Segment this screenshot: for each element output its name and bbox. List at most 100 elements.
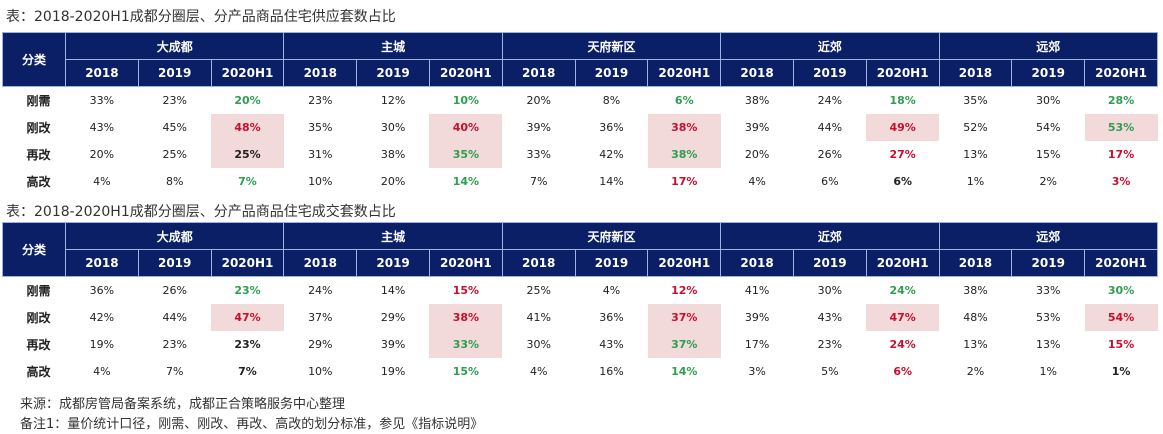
value-cell: 30% — [817, 284, 843, 297]
year-header: 2020H1 — [428, 59, 503, 87]
value-cell: 30% — [526, 338, 551, 351]
year-header: 2020H1 — [1084, 59, 1158, 87]
value-cell: 29% — [380, 311, 406, 324]
value-cell: 31% — [308, 148, 333, 161]
value-cell: 19% — [89, 338, 115, 351]
year-header: 2018 — [283, 249, 358, 277]
year-header: 2020H1 — [865, 59, 940, 87]
value-cell: 17% — [671, 175, 698, 188]
table-row: 再改 19% 23% 23% 29% 39% 33% 30% 43% 37% 17% 23% 24% 13… — [3, 331, 1158, 358]
value-cell: 23% — [162, 94, 187, 107]
category-header: 分类 — [2, 32, 66, 87]
value-cell: 33% — [1036, 284, 1061, 297]
year-header: 2020H1 — [428, 249, 503, 277]
value-cell: 4% — [529, 365, 548, 378]
value-cell: 43% — [89, 121, 115, 134]
value-cell: 39% — [744, 121, 770, 134]
value-cell: 48% — [963, 311, 988, 324]
value-cell: 6% — [674, 94, 694, 107]
value-cell: 24% — [889, 338, 916, 351]
value-cell: 35% — [429, 141, 503, 168]
value-cell: 33% — [526, 148, 551, 161]
value-cell: 36% — [599, 311, 624, 324]
value-cell: 10% — [308, 175, 333, 188]
value-cell: 24% — [817, 94, 843, 107]
value-cell: 16% — [599, 365, 624, 378]
table-row: 刚改 43% 45% 48% 35% 30% 40% 39% 36% 38% 39% 44% 49% 52… — [3, 114, 1158, 141]
value-cell: 38% — [380, 148, 406, 161]
row-label: 刚需 — [26, 284, 51, 298]
value-cell: 49% — [866, 114, 940, 141]
group-header: 大成都 — [64, 32, 285, 60]
value-cell: 45% — [162, 121, 187, 134]
value-cell: 13% — [963, 338, 988, 351]
row-label: 刚改 — [26, 121, 51, 135]
year-header: 2020H1 — [865, 249, 940, 277]
group-header: 天府新区 — [501, 32, 722, 60]
value-cell: 6% — [893, 365, 912, 378]
year-header: 2020H1 — [210, 59, 285, 87]
year-header: 2019 — [1011, 59, 1086, 87]
value-cell: 28% — [1107, 94, 1135, 107]
group-header-row: 分类 大成都 主城 天府新区 近郊 远郊 — [2, 32, 1159, 87]
value-cell: 39% — [744, 311, 770, 324]
value-cell: 20% — [234, 94, 261, 107]
value-cell: 8% — [602, 94, 621, 107]
transaction-share-table: 分类 大成都 主城 天府新区 近郊 远郊 2018 2019 2020H1 2018 2019 202… — [2, 222, 1159, 385]
value-cell: 36% — [89, 284, 115, 297]
group-header: 大成都 — [64, 222, 285, 250]
value-cell: 20% — [89, 148, 115, 161]
value-cell: 25% — [211, 141, 284, 168]
value-cell: 15% — [1036, 148, 1061, 161]
year-header: 2019 — [792, 59, 867, 87]
year-header: 2018 — [501, 249, 576, 277]
year-header: 2020H1 — [647, 59, 722, 87]
value-cell: 25% — [162, 148, 187, 161]
year-header: 2020H1 — [1084, 249, 1158, 277]
value-cell: 20% — [380, 175, 406, 188]
table-row: 再改 20% 25% 25% 31% 38% 35% 33% 42% 38% 20% 26% 27% 13… — [3, 141, 1158, 168]
group-header: 主城 — [283, 222, 503, 250]
value-cell: 23% — [234, 338, 261, 351]
year-header: 2018 — [283, 59, 358, 87]
table-row: 刚需 36% 26% 23% 24% 14% 15% 25% 4% 12% 41% 30% 24% 38%… — [3, 277, 1158, 305]
value-cell: 7% — [238, 365, 257, 378]
year-header: 2019 — [792, 249, 867, 277]
year-header: 2020H1 — [210, 249, 285, 277]
year-header-row: 2018 2019 2020H1 2018 2019 2020H1 2018 2019 2020… — [3, 59, 1158, 87]
value-cell: 52% — [963, 121, 988, 134]
value-cell: 4% — [602, 284, 621, 297]
value-cell: 26% — [162, 284, 187, 297]
value-cell: 35% — [308, 121, 333, 134]
table-row: 刚需 33% 23% 20% 23% 12% 10% 20% 8% 6% 38% 24% 18% 35% 3… — [3, 87, 1158, 115]
value-cell: 3% — [1111, 175, 1131, 188]
value-cell: 43% — [599, 338, 624, 351]
year-header: 2019 — [356, 249, 430, 277]
row-label: 高改 — [26, 175, 51, 189]
table-2-title: 表：2018-2020H1成都分圈层、分产品商品住宅成交套数占比 — [6, 204, 396, 220]
value-cell: 23% — [308, 94, 333, 107]
remark-note: 备注1：量价统计口径，刚需、刚改、再改、高改的划分标准，参见《指标说明》 — [20, 417, 484, 432]
table-row: 刚改 42% 44% 47% 37% 29% 38% 41% 36% 37% 39% 43% 47% 48… — [3, 304, 1158, 331]
year-header: 2018 — [720, 249, 794, 277]
row-label: 高改 — [26, 365, 51, 379]
value-cell: 43% — [817, 311, 843, 324]
group-header: 近郊 — [720, 32, 940, 60]
source-note: 来源：成都房管局备案系统，成都正合策略服务中心整理 — [20, 397, 346, 412]
value-cell: 7% — [238, 175, 257, 188]
group-header: 近郊 — [720, 222, 940, 250]
value-cell: 23% — [162, 338, 187, 351]
year-header: 2018 — [65, 249, 139, 277]
value-cell: 47% — [866, 304, 940, 331]
table-row: 高改 4% 8% 7% 10% 20% 14% 7% 14% 17% 4% 6% 6% 1% 2% 3% — [3, 168, 1158, 195]
value-cell: 8% — [165, 175, 184, 188]
year-header: 2019 — [356, 59, 430, 87]
value-cell: 37% — [647, 331, 721, 358]
value-cell: 1% — [1039, 365, 1057, 378]
table-1-title: 表：2018-2020H1成都分圈层、分产品商品住宅供应套数占比 — [6, 9, 396, 25]
value-cell: 54% — [1084, 304, 1158, 331]
value-cell: 44% — [162, 311, 187, 324]
value-cell: 53% — [1036, 311, 1061, 324]
year-header: 2018 — [501, 59, 576, 87]
value-cell: 20% — [526, 94, 551, 107]
